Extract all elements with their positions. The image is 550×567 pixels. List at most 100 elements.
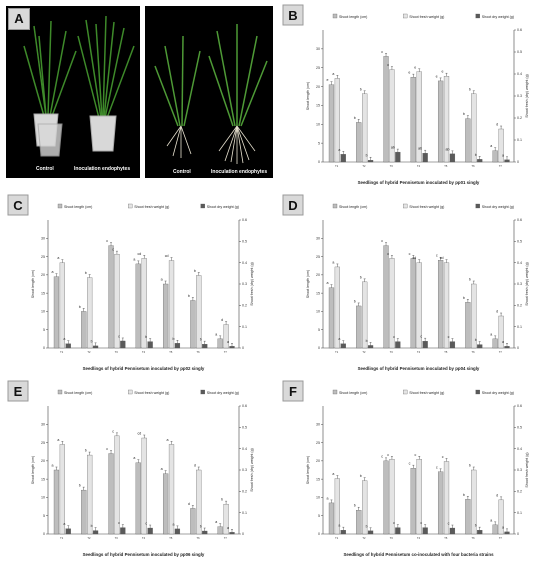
left-tick-label: 25	[316, 255, 320, 259]
category-label: T3	[390, 350, 394, 354]
bar-b-0	[356, 122, 362, 163]
right-tick-label: 0.2	[517, 116, 522, 120]
legend-swatch	[332, 203, 338, 209]
bar-e-0	[162, 473, 169, 535]
right-tick-label: 0.1	[242, 511, 247, 515]
left-tick-label: 10	[41, 310, 45, 314]
panel-b: B Shoot length (cm) Shoot fresh weight (g)…	[275, 0, 550, 190]
left-tick-label: 0	[43, 346, 45, 350]
significance-letter: a	[52, 270, 54, 274]
bar-b-2	[340, 154, 346, 163]
category-label: T3	[115, 536, 119, 540]
category-label: T5	[444, 164, 448, 168]
significance-letter: c	[436, 254, 438, 258]
legend-swatch	[128, 389, 133, 395]
left-tick-label: 30	[316, 236, 320, 240]
left-tick-label: 15	[41, 291, 45, 295]
bar-b-2	[504, 159, 510, 163]
significance-letter: b	[354, 504, 356, 508]
left-tick-label: 20	[316, 459, 320, 463]
significance-letter: c	[409, 252, 411, 256]
significance-letter: b	[91, 339, 93, 343]
left-tick-label: 5	[318, 514, 320, 518]
bar-e-2	[147, 527, 153, 535]
legend-label: Shoot dry weight (g)	[482, 391, 514, 395]
significance-letter: b	[91, 524, 93, 528]
y-axis-left-label: Shoot length (cm)	[306, 270, 310, 298]
category-label: T5	[444, 350, 448, 354]
category-label: T2	[87, 350, 91, 354]
significance-letter: b	[354, 116, 356, 120]
chart-e: E Shoot length (cm) Shoot fresh weight (g)…	[7, 380, 254, 557]
category-label: T1	[60, 536, 64, 540]
category-label: T5	[169, 350, 173, 354]
right-tick-label: 0	[242, 346, 244, 350]
bar-c-0	[81, 311, 87, 349]
category-label: T3	[390, 164, 394, 168]
left-tick-label: 10	[316, 122, 320, 126]
right-tick-label: 0.6	[242, 218, 247, 222]
bar-b-0	[328, 84, 335, 163]
significance-letter: b	[79, 484, 81, 488]
left-tick-label: 30	[41, 236, 45, 240]
bar-f-0	[437, 471, 444, 535]
bar-c-0	[162, 283, 169, 349]
significance-letter: a	[167, 438, 169, 442]
left-tick-label: 0	[318, 346, 320, 350]
right-tick-label: 0.5	[242, 240, 247, 244]
significance-letter: c	[393, 335, 395, 339]
bar-f-0	[410, 468, 416, 535]
significance-letter: a	[161, 467, 163, 471]
legend-label: Shoot length (cm)	[339, 391, 367, 395]
significance-letter: a	[63, 337, 65, 341]
category-label: T5	[169, 536, 173, 540]
bar-e-2	[174, 528, 181, 535]
caption-inoculation-roots: Inoculation endophytes	[211, 169, 268, 175]
right-tick-label: 0.1	[517, 325, 522, 329]
legend-swatch	[403, 13, 408, 19]
legend-label: Shoot length (cm)	[64, 205, 92, 209]
significance-letter: b	[188, 294, 190, 298]
significance-letter: a	[133, 456, 135, 460]
panel-label-a: A	[8, 8, 30, 30]
significance-letter: b	[475, 153, 477, 157]
significance-letter: a	[332, 472, 334, 476]
chart-b: B Shoot length (cm) Shoot fresh weight (g)…	[282, 4, 529, 185]
legend-swatch	[57, 203, 63, 209]
significance-letter: a	[502, 525, 504, 529]
bar-e-2	[92, 530, 99, 535]
significance-letter: b	[366, 339, 368, 343]
significance-letter: b	[221, 498, 223, 502]
bar-f-2	[422, 527, 428, 535]
bar-c-2	[229, 346, 235, 349]
left-tick-label: 30	[41, 422, 45, 426]
significance-letter: c	[118, 334, 120, 338]
bar-c-1	[168, 260, 175, 349]
significance-letter: c	[436, 465, 438, 469]
significance-letter: d	[496, 123, 498, 127]
bar-b-0	[465, 118, 471, 163]
right-tick-label: 0.2	[242, 490, 247, 494]
significance-letter: a	[338, 524, 340, 528]
bar-e-1	[59, 444, 65, 535]
bar-e-1	[141, 437, 147, 535]
left-tick-label: 30	[316, 422, 320, 426]
bar-f-2	[367, 530, 374, 535]
panel-label: F	[289, 384, 297, 399]
right-tick-label: 0.4	[517, 261, 522, 265]
significance-letter: c	[106, 239, 108, 243]
left-tick-label: 0	[318, 160, 320, 164]
right-tick-label: 0	[517, 346, 519, 350]
category-label: T3	[390, 536, 394, 540]
legend-label: Shoot fresh weight (g)	[409, 15, 444, 19]
significance-letter: c	[118, 521, 120, 525]
significance-letter: b	[194, 269, 196, 273]
bar-c-2	[202, 344, 208, 349]
legend-swatch	[128, 203, 133, 209]
category-label: T6	[197, 350, 201, 354]
bar-e-1	[168, 444, 175, 535]
significance-letter: b	[469, 278, 471, 282]
bar-f-0	[328, 502, 335, 535]
bar-d-0	[356, 305, 362, 349]
significance-letter: a	[332, 72, 334, 76]
